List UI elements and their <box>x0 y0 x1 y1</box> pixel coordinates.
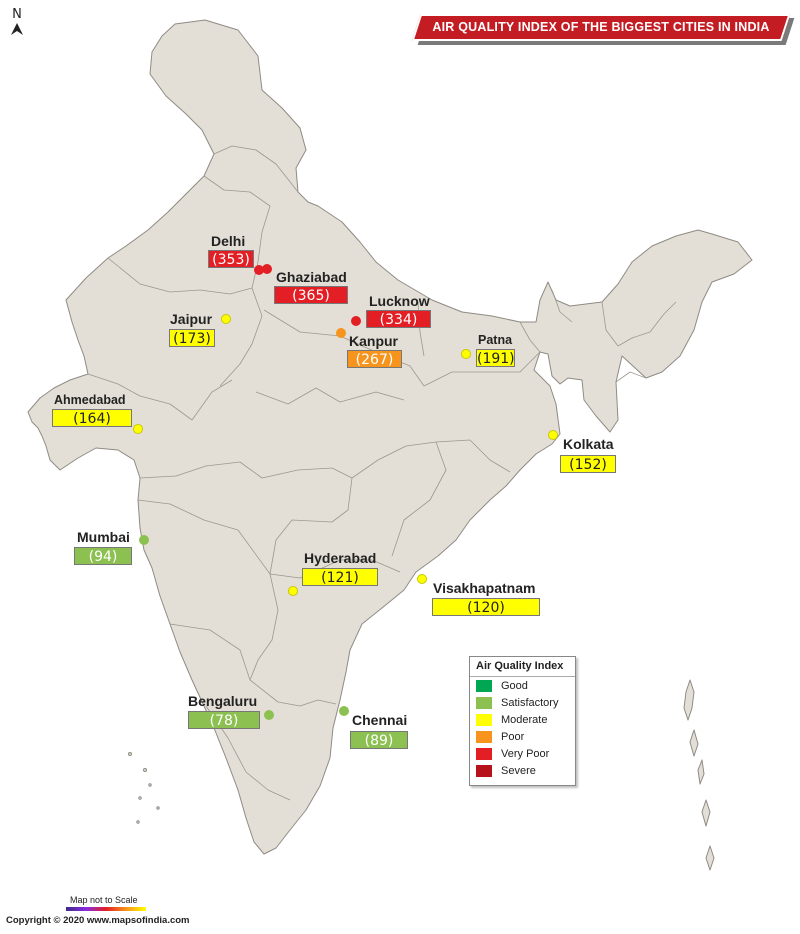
city-name-ghaziabad: Ghaziabad <box>276 269 347 285</box>
city-marker-delhi <box>254 265 264 275</box>
copyright-text: Copyright © 2020 www.mapsofindia.com <box>6 915 190 926</box>
city-name-delhi: Delhi <box>211 233 246 249</box>
north-label: N <box>12 7 22 22</box>
aqi-value-bengaluru: (78) <box>188 711 260 729</box>
aqi-value-kanpur: (267) <box>347 350 402 368</box>
legend-item-very-poor: Very Poor <box>470 745 575 762</box>
legend-swatch-severe <box>476 764 492 777</box>
city-name-jaipur: Jaipur <box>170 311 213 327</box>
legend-swatch-moderate <box>476 713 492 726</box>
city-name-chennai: Chennai <box>352 712 408 728</box>
scale-note: Map not to Scale <box>70 895 138 905</box>
city-marker-kolkata <box>548 430 558 440</box>
city-name-lucknow: Lucknow <box>369 293 430 309</box>
north-indicator: N <box>6 8 28 35</box>
aqi-value-lucknow: (334) <box>366 310 431 328</box>
city-name-mumbai: Mumbai <box>77 529 130 545</box>
aqi-value-patna: (191) <box>476 349 515 367</box>
legend-item-satisfactory: Satisfactory <box>470 694 575 711</box>
legend-item-severe: Severe <box>470 762 575 779</box>
city-marker-mumbai <box>139 535 149 545</box>
city-marker-visakhapatnam <box>417 574 427 584</box>
legend-item-poor: Poor <box>470 728 575 745</box>
city-marker-lucknow <box>351 316 361 326</box>
aqi-value-ahmedabad: (164) <box>52 409 132 427</box>
legend-item-good: Good <box>470 677 575 694</box>
legend-swatch-very-poor <box>476 747 492 760</box>
city-marker-jaipur <box>221 314 231 324</box>
india-mainland <box>27 19 753 855</box>
legend-item-moderate: Moderate <box>470 711 575 728</box>
aqi-value-ghaziabad: (365) <box>274 286 348 304</box>
map-legend: Air Quality Index Good Satisfactory Mode… <box>469 656 576 786</box>
aqi-value-mumbai: (94) <box>74 547 132 565</box>
city-name-patna: Patna <box>478 333 513 347</box>
aqi-value-hyderabad: (121) <box>302 568 378 586</box>
aqi-value-visakhapatnam: (120) <box>432 598 540 616</box>
title-banner: AIR QUALITY INDEX OF THE BIGGEST CITIES … <box>411 14 795 45</box>
scale-bar <box>66 907 146 911</box>
page-title: AIR QUALITY INDEX OF THE BIGGEST CITIES … <box>432 20 770 34</box>
city-marker-ghaziabad <box>262 264 272 274</box>
legend-swatch-poor <box>476 730 492 743</box>
city-name-kolkata: Kolkata <box>563 436 614 452</box>
city-name-ahmedabad: Ahmedabad <box>54 393 126 407</box>
north-arrow-icon <box>11 23 23 35</box>
andaman-islands <box>683 679 695 721</box>
city-marker-hyderabad <box>288 586 298 596</box>
aqi-value-delhi: (353) <box>208 250 254 268</box>
city-name-visakhapatnam: Visakhapatnam <box>433 580 536 596</box>
city-marker-bengaluru <box>264 710 274 720</box>
aqi-value-chennai: (89) <box>350 731 408 749</box>
city-marker-patna <box>461 349 471 359</box>
legend-swatch-satisfactory <box>476 696 492 709</box>
city-name-bengaluru: Bengaluru <box>188 693 258 709</box>
legend-swatch-good <box>476 679 492 692</box>
city-marker-chennai <box>339 706 349 716</box>
city-name-hyderabad: Hyderabad <box>304 550 377 566</box>
legend-title: Air Quality Index <box>470 657 575 677</box>
city-name-kanpur: Kanpur <box>349 333 398 349</box>
aqi-value-jaipur: (173) <box>169 329 215 347</box>
city-marker-kanpur <box>336 328 346 338</box>
city-marker-ahmedabad <box>133 424 143 434</box>
aqi-value-kolkata: (152) <box>560 455 616 473</box>
